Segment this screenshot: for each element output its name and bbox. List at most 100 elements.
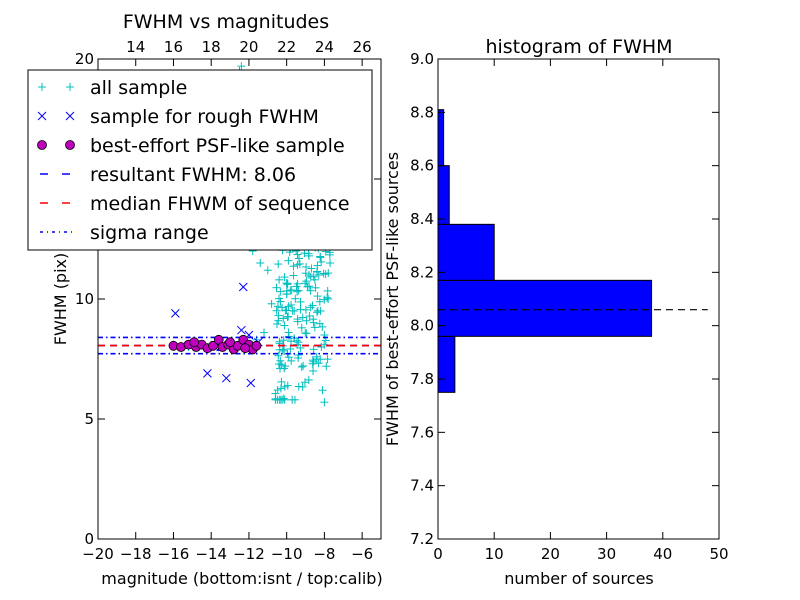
all-sample-point — [306, 272, 315, 281]
all-sample-point — [274, 351, 283, 360]
histogram-bar — [437, 279, 653, 337]
all-sample-point — [287, 337, 296, 346]
all-sample-point — [275, 345, 284, 354]
all-sample-point — [301, 269, 310, 278]
all-sample-point — [296, 343, 305, 352]
all-sample-point — [282, 286, 291, 295]
all-sample-point — [297, 323, 306, 332]
all-sample-point — [310, 323, 319, 332]
all-sample-point — [289, 271, 298, 280]
rough-fwhm-point-b — [246, 378, 256, 388]
all-sample-point — [263, 266, 272, 275]
right-x-axis-label: number of sources — [504, 569, 654, 588]
all-sample-point — [287, 300, 296, 309]
left-chart-title: FWHM vs magnitudes — [123, 11, 329, 33]
legend-marker — [65, 140, 75, 150]
all-sample-point — [297, 362, 306, 371]
all-sample-point — [304, 375, 313, 384]
rough-fwhm-point — [170, 309, 180, 318]
x-tick-label: 40 — [653, 545, 672, 563]
all-sample-point — [320, 398, 329, 407]
all-sample-point — [288, 306, 297, 315]
all-sample-point — [302, 329, 311, 338]
x-tick-label: −6 — [351, 545, 373, 563]
all-sample-point — [309, 367, 318, 375]
x-tick-label: 10 — [485, 545, 504, 563]
all-sample-point — [317, 342, 326, 351]
rough-fwhm-point-b — [170, 309, 180, 318]
all-sample-point — [287, 286, 296, 295]
legend-box — [27, 69, 373, 251]
all-sample-point — [275, 275, 284, 284]
legend-items: all sample sample for rough FWHM best-effo… — [37, 77, 350, 244]
psf-like-point — [225, 337, 235, 348]
all-sample-point — [294, 353, 303, 362]
top-tick-label: 14 — [126, 38, 145, 56]
y-tick-label: 20 — [75, 50, 94, 68]
all-sample-point — [323, 293, 332, 302]
histogram-chart: 0 10 20 30 40 50 7.2 7.4 7.6 7.8 8.0 8.2 8.4 8.6 8.8 9… — [383, 36, 729, 588]
all-sample-point — [271, 389, 280, 398]
all-sample-point — [260, 328, 269, 337]
legend-marker — [65, 111, 75, 121]
all-sample-point — [274, 260, 283, 269]
all-sample-point — [308, 301, 317, 310]
legend-label: median FHWM of sequence — [90, 193, 350, 215]
all-sample-point — [288, 395, 297, 404]
rough-fwhm-point — [238, 282, 248, 292]
legend-marker-b — [37, 111, 47, 121]
y-tick-label: 8.4 — [410, 210, 434, 228]
psf-like-point — [240, 343, 251, 354]
all-sample-point — [267, 299, 276, 308]
left-y-axis: 05101520 — [75, 50, 381, 548]
all-sample-point — [284, 256, 293, 265]
all-sample-point — [279, 394, 288, 403]
all-sample-point — [304, 249, 313, 258]
legend-marker — [37, 140, 47, 150]
all-sample-point — [283, 312, 292, 321]
all-sample-point — [313, 292, 322, 301]
rough-fwhm-point — [221, 373, 231, 383]
x-tick-label: −14 — [195, 545, 227, 563]
x-tick-label: −12 — [233, 545, 265, 563]
legend-marker — [66, 83, 74, 91]
x-tick-label: 0 — [433, 545, 443, 563]
all-sample-point — [304, 270, 313, 279]
all-sample-point — [323, 355, 332, 364]
x-tick-label: 30 — [597, 545, 616, 563]
legend-label: sigma range — [90, 222, 209, 244]
rough-fwhm-point-b — [238, 282, 248, 292]
all-sample-point — [315, 319, 324, 328]
all-sample-point — [298, 313, 307, 322]
all-sample-point — [311, 283, 320, 292]
legend: all sample sample for rough FWHM best-effo… — [27, 69, 373, 251]
histogram-bar — [437, 223, 495, 281]
all-sample-point — [276, 287, 285, 296]
legend-label: best-effort PSF-like sample — [90, 135, 345, 157]
y-tick-label: 7.6 — [410, 423, 434, 441]
all-sample-point — [283, 381, 292, 390]
all-sample-point — [316, 355, 325, 364]
rough-fwhm-point — [203, 369, 212, 378]
rough-fwhm-point-b — [221, 373, 231, 383]
all-sample-point — [275, 395, 284, 404]
all-sample-point — [275, 294, 284, 303]
y-tick-label: 8.2 — [410, 263, 434, 281]
x-tick-label: −20 — [82, 545, 114, 563]
psf-like-point — [208, 340, 218, 351]
all-sample-point — [294, 286, 303, 295]
y-tick-label: 10 — [75, 290, 94, 308]
all-sample-point — [293, 317, 302, 326]
top-tick-label: 20 — [239, 38, 258, 56]
top-tick-label: 26 — [353, 38, 372, 56]
right-y-axis-label: FWHM of best-effort PSF-like sources — [383, 152, 402, 446]
all-sample-point — [323, 286, 332, 295]
y-tick-label: 7.8 — [410, 370, 434, 388]
all-sample-point — [279, 314, 288, 323]
all-sample-point — [293, 340, 302, 349]
all-sample-point — [307, 264, 316, 273]
top-tick-label: 16 — [164, 38, 183, 56]
x-tick-label: −10 — [271, 545, 303, 563]
histogram-bar — [437, 165, 450, 225]
